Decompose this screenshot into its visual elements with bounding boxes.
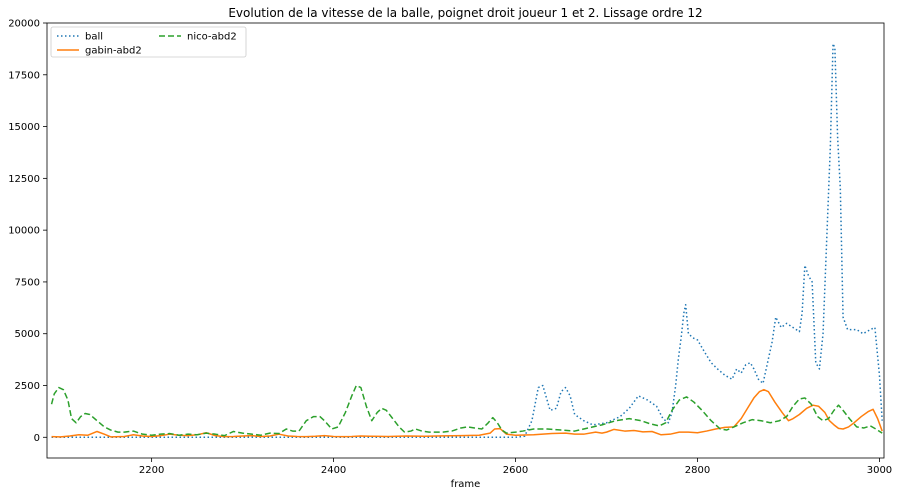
- y-tick-label: 5000: [15, 329, 40, 340]
- x-tick-label: 3000: [867, 465, 892, 476]
- series-line-nico-abd2: [50, 384, 883, 437]
- x-axis-label: frame: [451, 479, 481, 490]
- y-axis: 0 2500 5000 7500 10000 12500 15000 17500 20000: [8, 19, 47, 444]
- y-tick-label: 7500: [15, 277, 40, 288]
- y-tick-label: 10000: [8, 226, 40, 237]
- y-tick-label: 0: [34, 433, 40, 444]
- x-tick-label: 2800: [685, 465, 710, 476]
- series-line-gabin-abd2: [51, 388, 883, 438]
- x-tick-label: 2600: [503, 465, 528, 476]
- legend-label-nico-abd2: nico-abd2: [187, 32, 237, 43]
- y-tick-label: 12500: [8, 174, 40, 185]
- y-tick-label: 2500: [15, 381, 40, 392]
- legend: ball gabin-abd2 nico-abd2: [50, 26, 247, 58]
- y-tick-label: 20000: [8, 19, 40, 30]
- y-tick-label: 17500: [8, 70, 40, 81]
- x-tick-label: 2200: [139, 465, 164, 476]
- legend-box: [50, 26, 247, 58]
- chart-title: Evolution de la vitesse de la balle, poi…: [228, 6, 702, 20]
- plot-frame: [46, 22, 885, 459]
- legend-label-gabin-abd2: gabin-abd2: [85, 46, 142, 57]
- y-tick-label: 15000: [8, 122, 40, 133]
- legend-label-ball: ball: [85, 32, 103, 43]
- series-line-ball: [51, 42, 883, 439]
- series-layer: [50, 42, 883, 439]
- x-tick-label: 2400: [321, 465, 346, 476]
- x-axis: 2200 2400 2600 2800 3000: [139, 458, 892, 476]
